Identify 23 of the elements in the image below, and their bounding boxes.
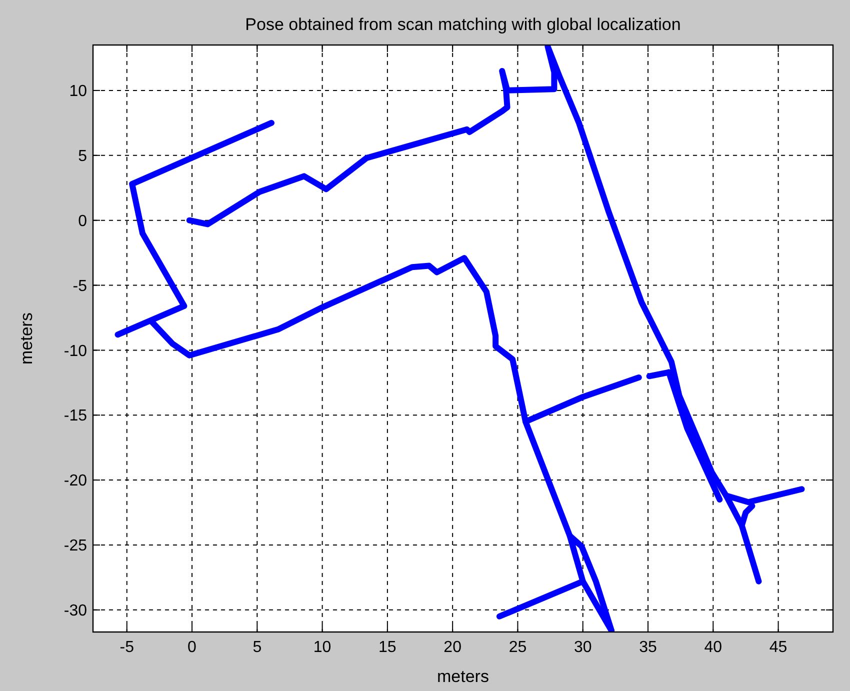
y-axis-title: meters [17, 312, 36, 364]
y-tick-label: 10 [69, 83, 88, 100]
y-tick-label: -25 [64, 538, 88, 555]
y-tick-label: -15 [64, 408, 88, 425]
chart-title: Pose obtained from scan matching with global localization [245, 15, 681, 34]
x-tick-label: 5 [252, 639, 262, 656]
x-tick-label: 35 [639, 639, 657, 656]
x-tick-label: 0 [188, 639, 197, 656]
x-tick-label: 20 [444, 639, 462, 656]
y-tick-label: 0 [78, 212, 88, 230]
x-axis-title: meters [437, 667, 489, 686]
x-tick-label: 10 [313, 639, 332, 656]
y-tick-label: 5 [78, 148, 88, 165]
y-tick-label: -20 [64, 472, 88, 490]
y-tick-label: -5 [72, 278, 88, 295]
x-tick-label: 30 [574, 639, 592, 656]
y-tick-label: -10 [64, 342, 88, 360]
x-tick-label: 40 [704, 639, 722, 656]
x-tick-label: 45 [769, 639, 788, 656]
x-tick-label: 15 [378, 639, 396, 656]
x-tick-label: 25 [508, 639, 527, 656]
x-tick-label: -5 [120, 639, 134, 656]
y-tick-label: -30 [64, 602, 88, 620]
